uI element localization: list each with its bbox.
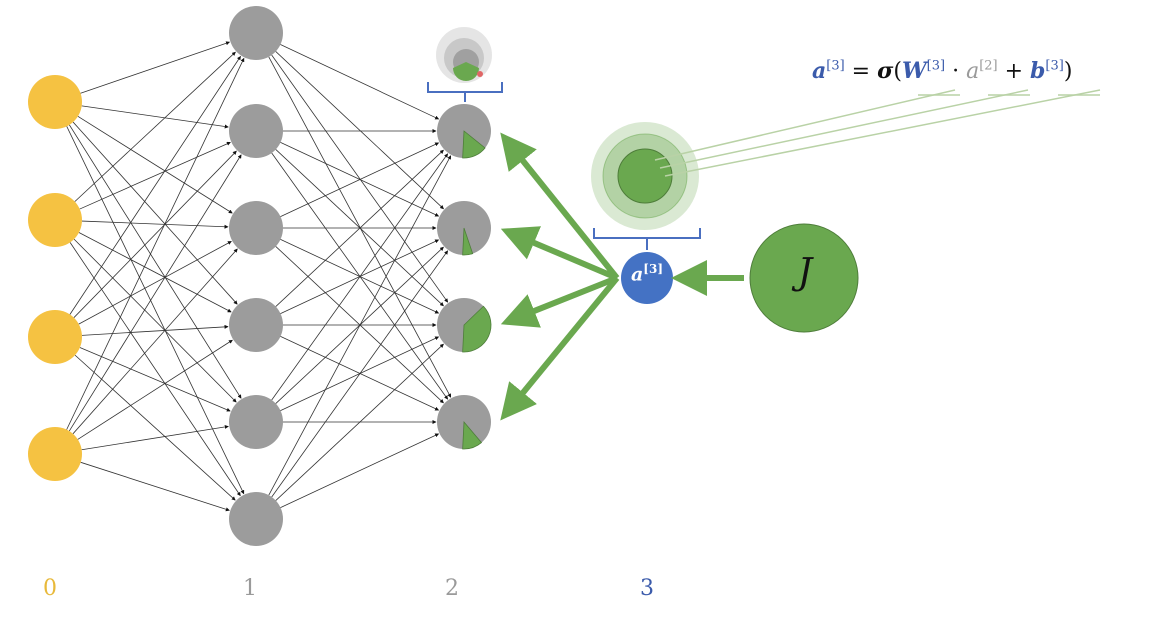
edge-l1-5-l2-1 <box>271 250 449 498</box>
edge-l0-2-l1-1 <box>73 150 237 318</box>
edge-l0-3-l1-0 <box>66 57 245 430</box>
edge-l0-0-l1-4 <box>69 124 242 399</box>
input-node-0 <box>28 75 82 129</box>
formula-sigma: σ <box>877 58 894 84</box>
edge-l0-0-l1-0 <box>80 41 230 94</box>
edge-l0-0-l1-3 <box>72 121 238 305</box>
edge-l0-3-l1-5 <box>80 461 230 512</box>
output-bracket <box>593 228 701 250</box>
hidden1-node-4 <box>229 395 283 449</box>
output-node <box>621 252 673 304</box>
edge-l0-2-l1-2 <box>78 240 232 325</box>
hidden2-top-ring-wedge <box>453 62 479 81</box>
edge-l1-0-l2-2 <box>271 54 449 303</box>
edge-l0-0-l1-5 <box>66 126 245 495</box>
network-nodes <box>28 6 859 546</box>
edge-l0-2-l1-0 <box>69 55 241 315</box>
edge-l1-5-l2-3 <box>280 433 440 508</box>
hidden1-node-5 <box>229 492 283 546</box>
activation-formula: a[3] = σ(W[3] · a[2] + b[3]) <box>812 58 1072 84</box>
formula-equals: = <box>844 59 878 84</box>
connection-lines <box>66 41 452 512</box>
edge-l0-3-l1-3 <box>77 339 233 440</box>
input-node-1 <box>28 193 82 247</box>
cost-node <box>749 223 859 333</box>
edge-l0-1-l1-0 <box>74 51 236 202</box>
formula-link-line-1 <box>659 89 1029 169</box>
edge-l0-1-l1-1 <box>79 141 231 210</box>
edge-l0-1-l1-5 <box>69 242 241 497</box>
edge-l1-2-l2-0 <box>280 142 440 217</box>
edge-l0-3-l1-4 <box>81 424 229 451</box>
edge-l0-3-l1-2 <box>72 248 238 435</box>
formula-bias: b[3] <box>1030 58 1064 84</box>
formula-open-paren: ( <box>893 59 902 84</box>
output-ring-inner <box>617 148 673 204</box>
layer-label-2: 2 <box>445 576 459 601</box>
edge-l1-0-l2-3 <box>268 56 452 398</box>
edge-l0-3-l1-1 <box>68 154 242 432</box>
arrow-output-to-hidden2-1 <box>500 226 619 281</box>
edge-l1-3-l2-0 <box>275 149 444 307</box>
edge-l0-0-l1-1 <box>81 105 229 129</box>
input-node-2 <box>28 310 82 364</box>
hidden2-wedge-2 <box>462 305 492 353</box>
arrow-output-to-hidden2-0 <box>500 132 620 280</box>
edge-l1-5-l2-0 <box>268 155 452 496</box>
arrow-output-to-hidden2-2 <box>500 275 619 328</box>
formula-plus: + <box>997 59 1031 84</box>
hidden2-wedge-1 <box>462 227 474 256</box>
arrow-output-to-hidden2-3 <box>500 276 620 421</box>
edge-l1-0-l2-0 <box>280 44 440 120</box>
formula-link-line-2 <box>664 89 1101 177</box>
edge-l1-4-l2-0 <box>271 153 449 401</box>
hidden2-top-red-dot <box>477 71 483 77</box>
layer-label-0: 0 <box>43 576 57 601</box>
edge-l0-1-l1-3 <box>78 232 232 313</box>
formula-lhs: a[3] <box>812 58 845 84</box>
layer-label-3: 3 <box>640 576 654 601</box>
formula-weight: W[3] <box>901 58 946 84</box>
formula-dot: · <box>945 59 967 84</box>
input-node-3 <box>28 427 82 481</box>
edge-l0-1-l1-2 <box>81 220 229 229</box>
hidden1-node-3 <box>229 298 283 352</box>
highlight-decorations <box>427 27 1101 421</box>
output-node-label: a[3] <box>630 262 664 286</box>
hidden2-wedge-0 <box>462 130 486 159</box>
edge-l0-2-l1-3 <box>81 324 229 336</box>
cost-node-label: J <box>797 252 813 293</box>
hidden2-wedge-3 <box>462 420 483 450</box>
edge-l1-0-l2-1 <box>275 51 444 210</box>
formula-close-paren: ) <box>1063 59 1073 84</box>
hidden1-node-1 <box>229 104 283 158</box>
formula-prev-activation: a[2] <box>966 58 998 84</box>
hidden1-node-2 <box>229 201 283 255</box>
formula-link-line-0 <box>654 89 956 161</box>
edge-l0-2-l1-4 <box>79 347 231 412</box>
edge-l0-1-l1-4 <box>73 238 237 403</box>
edge-l0-0-l1-2 <box>77 116 233 214</box>
hidden1-node-0 <box>229 6 283 60</box>
hidden2-top-bracket <box>427 82 503 102</box>
edge-l1-5-l2-2 <box>275 343 444 501</box>
layer-label-1: 1 <box>243 576 257 601</box>
